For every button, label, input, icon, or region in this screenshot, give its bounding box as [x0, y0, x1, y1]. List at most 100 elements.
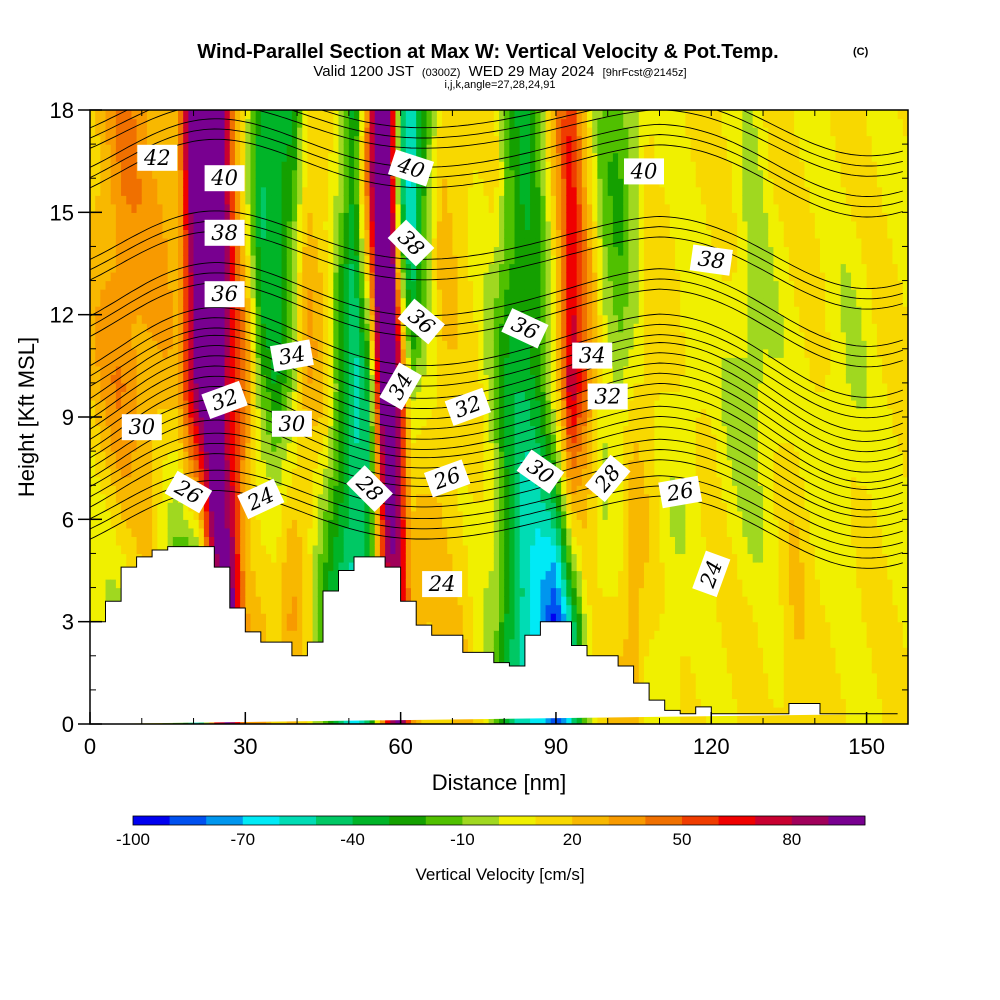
velocity-cell: [234, 579, 241, 589]
velocity-cell: [338, 493, 345, 503]
velocity-cell: [121, 118, 127, 128]
velocity-cell: [162, 314, 169, 324]
velocity-cell: [266, 169, 272, 179]
velocity-cell: [395, 476, 402, 486]
velocity-cell: [234, 459, 241, 469]
velocity-cell: [317, 263, 324, 273]
velocity-cell: [157, 408, 164, 418]
velocity-cell: [266, 519, 272, 529]
velocity-cell: [167, 212, 174, 222]
velocity-cell: [302, 493, 309, 503]
velocity-cell: [234, 246, 241, 256]
velocity-cell: [369, 229, 376, 239]
velocity-cell: [183, 203, 189, 213]
velocity-cell: [369, 289, 376, 299]
velocity-cell: [354, 468, 360, 478]
velocity-cell: [90, 502, 96, 512]
velocity-cell: [421, 110, 428, 120]
velocity-cell: [198, 442, 205, 452]
velocity-cell: [209, 365, 215, 375]
velocity-cell: [286, 289, 293, 299]
velocity-cell: [374, 459, 381, 469]
velocity-cell: [317, 314, 324, 324]
velocity-cell: [162, 374, 169, 384]
velocity-cell: [385, 127, 391, 137]
velocity-cell: [354, 161, 360, 171]
velocity-cell: [266, 195, 272, 205]
velocity-cell: [209, 152, 215, 162]
velocity-cell: [276, 434, 283, 444]
velocity-cell: [146, 254, 153, 265]
velocity-cell: [209, 493, 215, 503]
velocity-cell: [115, 451, 122, 461]
velocity-cell: [266, 272, 272, 282]
velocity-cell: [126, 527, 133, 537]
velocity-cell: [260, 280, 267, 290]
velocity-cell: [385, 169, 391, 179]
velocity-cell: [245, 382, 252, 393]
velocity-cell: [105, 127, 112, 137]
velocity-cell: [317, 203, 324, 213]
velocity-cell: [157, 110, 164, 120]
velocity-cell: [146, 203, 153, 213]
velocity-cell: [172, 306, 179, 316]
velocity-cell: [343, 348, 350, 358]
velocity-cell: [146, 289, 153, 299]
velocity-cell: [250, 220, 257, 230]
velocity-cell: [157, 519, 164, 529]
velocity-cell: [219, 195, 226, 205]
velocity-cell: [271, 246, 277, 256]
velocity-cell: [90, 331, 96, 341]
velocity-cell: [115, 476, 122, 486]
velocity-cell: [317, 340, 324, 350]
velocity-cell: [234, 408, 241, 418]
velocity-cell: [317, 127, 324, 137]
velocity-cell: [95, 544, 101, 555]
velocity-cell: [152, 127, 158, 137]
velocity-cell: [121, 536, 127, 546]
velocity-cell: [234, 519, 241, 529]
velocity-cell: [343, 476, 350, 486]
velocity-cell: [245, 237, 252, 248]
velocity-cell: [152, 399, 158, 410]
velocity-cell: [390, 246, 397, 256]
velocity-cell: [410, 442, 417, 452]
velocity-cell: [390, 118, 397, 128]
velocity-cell: [447, 630, 454, 640]
velocity-cell: [271, 306, 277, 316]
velocity-cell: [369, 527, 376, 537]
velocity-cell: [364, 425, 371, 435]
velocity-cell: [178, 510, 184, 520]
velocity-cell: [426, 110, 433, 120]
velocity-cell: [354, 323, 360, 333]
velocity-cell: [328, 254, 334, 265]
velocity-cell: [359, 118, 365, 128]
velocity-cell: [183, 434, 189, 444]
velocity-cell: [131, 331, 138, 341]
velocity-cell: [410, 596, 417, 606]
chart-subtitle: Valid 1200 JST (0300Z) WED 29 May 2024 […: [313, 63, 686, 80]
velocity-cell: [379, 203, 386, 213]
velocity-cell: [245, 331, 252, 341]
velocity-cell: [312, 570, 319, 580]
velocity-cell: [359, 314, 365, 324]
velocity-cell: [400, 536, 407, 546]
velocity-cell: [390, 365, 397, 375]
velocity-cell: [442, 391, 448, 401]
velocity-cell: [224, 110, 231, 120]
velocity-cell: [198, 468, 205, 478]
velocity-cell: [271, 630, 277, 640]
velocity-cell: [136, 348, 143, 358]
velocity-cell: [152, 331, 158, 341]
velocity-cell: [307, 152, 314, 162]
velocity-cell: [245, 212, 252, 222]
velocity-cell: [281, 229, 288, 239]
velocity-cell: [100, 365, 107, 375]
velocity-cell: [234, 365, 241, 375]
velocity-cell: [286, 553, 293, 563]
velocity-cell: [442, 254, 448, 265]
velocity-cell: [260, 263, 267, 273]
velocity-cell: [322, 297, 329, 307]
velocity-cell: [369, 442, 376, 452]
velocity-cell: [260, 408, 267, 418]
